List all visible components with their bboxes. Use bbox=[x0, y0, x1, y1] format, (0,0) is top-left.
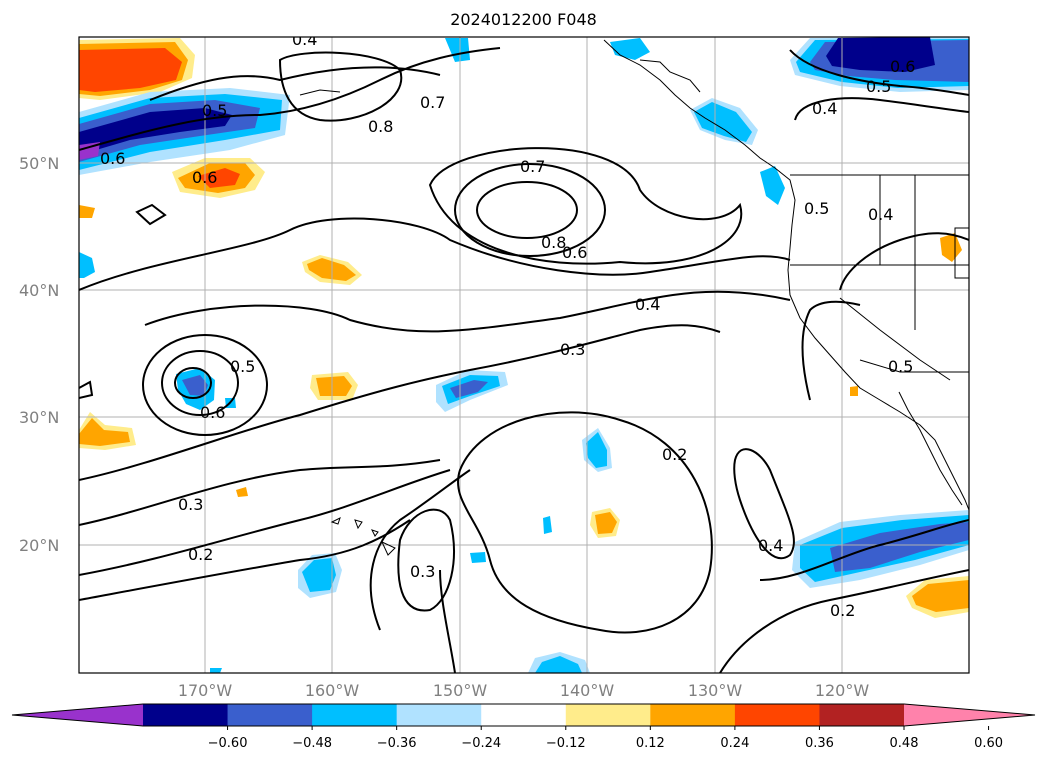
colorbar: −0.60 −0.48 −0.36 −0.24 −0.12 0.12 0.24 0.36 0.4… bbox=[11, 703, 1036, 751]
colorbar-tick-label: 0.36 bbox=[805, 736, 834, 751]
contour-label: 0.2 bbox=[662, 445, 687, 464]
contour-label: 0.5 bbox=[202, 101, 227, 120]
lat-label: 50°N bbox=[19, 154, 59, 173]
colorbar-tick-label: 0.24 bbox=[720, 736, 749, 751]
gridlines bbox=[79, 37, 969, 673]
contour-label: 0.5 bbox=[804, 199, 829, 218]
map-frame bbox=[78, 36, 970, 674]
contour-label: 0.3 bbox=[410, 562, 435, 581]
lon-label: 150°W bbox=[433, 681, 488, 700]
colorbar-tick-label: −0.36 bbox=[377, 736, 417, 751]
colorbar-tick-label: 0.60 bbox=[974, 736, 1003, 751]
colorbar-segment bbox=[312, 704, 398, 726]
contour-label: 0.6 bbox=[200, 403, 225, 422]
contour-label: 0.6 bbox=[890, 57, 915, 76]
contour-label: 0.4 bbox=[812, 99, 837, 118]
longitude-labels: 170°W 160°W 150°W 140°W 130°W 120°W bbox=[178, 681, 870, 700]
colorbar-tick-label: −0.60 bbox=[208, 736, 248, 751]
colorbar-tick-label: 0.12 bbox=[636, 736, 665, 751]
contour-label: 0.5 bbox=[888, 357, 913, 376]
colorbar-segment bbox=[819, 704, 905, 726]
lat-label: 20°N bbox=[19, 536, 59, 555]
contour-label: 0.8 bbox=[541, 233, 566, 252]
lat-label: 30°N bbox=[19, 408, 59, 427]
filled-anomalies bbox=[79, 37, 969, 673]
latitude-labels: 50°N 40°N 30°N 20°N bbox=[19, 154, 59, 555]
colorbar-segment bbox=[227, 704, 313, 726]
lat-label: 40°N bbox=[19, 281, 59, 300]
contour-label: 0.4 bbox=[635, 295, 660, 314]
colorbar-tick-label: −0.12 bbox=[546, 736, 586, 751]
contour-label: 0.2 bbox=[830, 601, 855, 620]
contour-label: 0.8 bbox=[368, 117, 393, 136]
colorbar-segment bbox=[565, 704, 651, 726]
colorbar-tick-label: −0.48 bbox=[292, 736, 332, 751]
colorbar-extend-high bbox=[904, 704, 1035, 726]
contour-label: 0.6 bbox=[192, 168, 217, 187]
map-title: 2024012200 F048 bbox=[450, 10, 597, 29]
contour-label: 0.2 bbox=[188, 545, 213, 564]
colorbar-segment bbox=[396, 704, 482, 726]
contour-label: 0.5 bbox=[230, 357, 255, 376]
colorbar-tick-label: −0.24 bbox=[461, 736, 501, 751]
contour-label: 0.6 bbox=[100, 149, 125, 168]
lon-label: 160°W bbox=[305, 681, 360, 700]
colorbar-extend-low bbox=[12, 704, 143, 726]
lon-label: 170°W bbox=[178, 681, 233, 700]
lon-label: 130°W bbox=[688, 681, 743, 700]
colorbar-segment bbox=[481, 704, 567, 726]
contour-label: 0.5 bbox=[866, 77, 891, 96]
colorbar-tick-label: 0.48 bbox=[890, 736, 919, 751]
contour-label: 0.4 bbox=[868, 205, 893, 224]
contour-label: 0.4 bbox=[758, 536, 783, 555]
contour-lines bbox=[79, 47, 969, 673]
contour-label: 0.7 bbox=[420, 93, 445, 112]
contour-label: 0.7 bbox=[520, 157, 545, 176]
contour-label: 0.3 bbox=[560, 340, 585, 359]
lon-label: 140°W bbox=[560, 681, 615, 700]
colorbar-segment bbox=[143, 704, 229, 726]
contour-value-labels: 0.4 0.5 0.6 0.6 0.8 0.7 0.7 0.8 0.6 0.4 … bbox=[100, 30, 915, 620]
contour-label: 0.3 bbox=[178, 495, 203, 514]
contour-label: 0.4 bbox=[292, 30, 317, 49]
colorbar-outline bbox=[11, 703, 1036, 727]
colorbar-segment bbox=[650, 704, 736, 726]
contour-label: 0.6 bbox=[562, 243, 587, 262]
lon-label: 120°W bbox=[815, 681, 870, 700]
colorbar-segment bbox=[734, 704, 820, 726]
